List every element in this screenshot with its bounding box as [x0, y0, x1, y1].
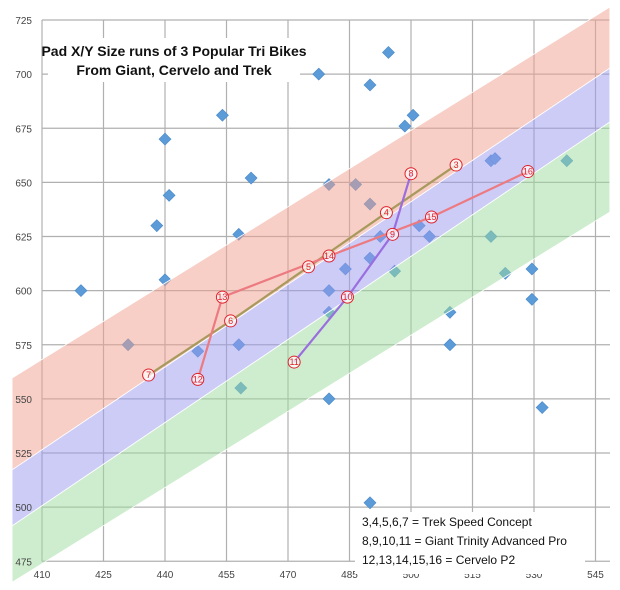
point-label-circle — [287, 355, 301, 369]
data-point-diamond — [162, 188, 176, 202]
y-tick-label: 600 — [15, 287, 32, 298]
y-tick-label: 500 — [15, 503, 32, 514]
point-label-circle — [224, 314, 238, 328]
point-label-circle — [386, 227, 400, 241]
x-tick-label: 410 — [34, 570, 51, 581]
x-tick-label: 515 — [464, 570, 481, 581]
point-label: 6 — [228, 316, 233, 326]
data-point-diamond — [363, 78, 377, 92]
point-label-circle — [425, 210, 438, 224]
y-tick-label: 475 — [15, 557, 32, 568]
point-label-circle — [449, 158, 463, 172]
point-label-circle — [379, 206, 393, 220]
data-point-diamond — [244, 171, 258, 185]
point-label: 10 — [342, 292, 352, 302]
point-label: 3 — [454, 160, 459, 170]
point-label-circle — [215, 290, 229, 304]
point-label-circle — [302, 260, 315, 274]
point-label-circle — [340, 290, 354, 304]
y-tick-label: 550 — [15, 395, 32, 406]
x-tick-label: 425 — [95, 570, 112, 581]
x-tick-label: 440 — [157, 570, 174, 581]
x-tick-label: 545 — [587, 570, 604, 581]
point-label: 12 — [193, 374, 203, 384]
x-tick-label: 455 — [218, 570, 235, 581]
point-label: 7 — [146, 370, 151, 380]
y-tick-label: 725 — [15, 16, 32, 27]
x-tick-label: 500 — [403, 570, 420, 581]
y-tick-label: 575 — [15, 341, 32, 352]
data-point-diamond — [443, 338, 457, 352]
y-tick-label: 625 — [15, 233, 32, 244]
data-point-diamond — [363, 496, 377, 510]
y-tick-label: 675 — [15, 124, 32, 135]
data-point-diamond — [74, 284, 88, 298]
point-label: 9 — [390, 229, 395, 239]
data-point-diamond — [382, 46, 395, 59]
point-labels: 3 4 5 6 7 8 9 10 11 12 13 14 15 16 — [142, 158, 535, 386]
point-label: 5 — [306, 262, 311, 272]
legend-cervelo: 12,13,14,15,16 = Cervelo P2 — [362, 553, 515, 567]
data-point-diamond — [525, 262, 539, 276]
point-label-circle — [521, 165, 535, 179]
point-label-circle — [322, 249, 336, 263]
point-label: 13 — [217, 292, 227, 302]
chart-title-line-1: Pad X/Y Size runs of 3 Popular Tri Bikes — [41, 43, 306, 59]
data-point-diamond — [398, 119, 412, 133]
x-tick-label: 530 — [526, 570, 543, 581]
point-label: 16 — [523, 167, 533, 177]
point-label: 15 — [426, 212, 436, 222]
data-point-diamond — [406, 108, 420, 122]
point-label: 14 — [324, 251, 334, 261]
x-tick-label: 470 — [280, 570, 297, 581]
data-point-diamond — [150, 219, 164, 233]
y-tick-label: 650 — [15, 178, 32, 189]
data-point-diamond — [312, 67, 326, 81]
point-label-circle — [191, 372, 205, 386]
y-tick-label: 700 — [15, 70, 32, 81]
point-label-circle — [404, 167, 418, 181]
data-point-diamond — [535, 401, 549, 414]
data-point-diamond — [215, 108, 229, 122]
point-label: 4 — [384, 208, 389, 218]
y-tick-label: 525 — [15, 449, 32, 460]
title-box — [48, 38, 300, 82]
series-line — [293, 173, 413, 363]
tick-labels: 410 425 440 455 470 485 500 515 530 5454755005255… — [15, 16, 604, 581]
bands — [12, 7, 610, 582]
point-label: 8 — [408, 169, 413, 179]
point-label: 11 — [289, 357, 298, 367]
size-band — [12, 67, 610, 527]
size-band — [12, 121, 610, 582]
chart-title-line-2: From Giant, Cervelo and Trek — [76, 62, 271, 78]
legend-trek: 3,4,5,6,7 = Trek Speed Concept — [362, 515, 532, 529]
data-point-diamond — [158, 132, 172, 146]
legend-giant: 8,9,10,11 = Giant Trinity Advanced Pro — [362, 534, 567, 548]
legend-box — [355, 512, 585, 574]
data-point-diamond — [322, 392, 336, 406]
point-label-circle — [142, 368, 156, 382]
data-point-diamond — [525, 292, 539, 306]
x-tick-label: 485 — [341, 570, 358, 581]
